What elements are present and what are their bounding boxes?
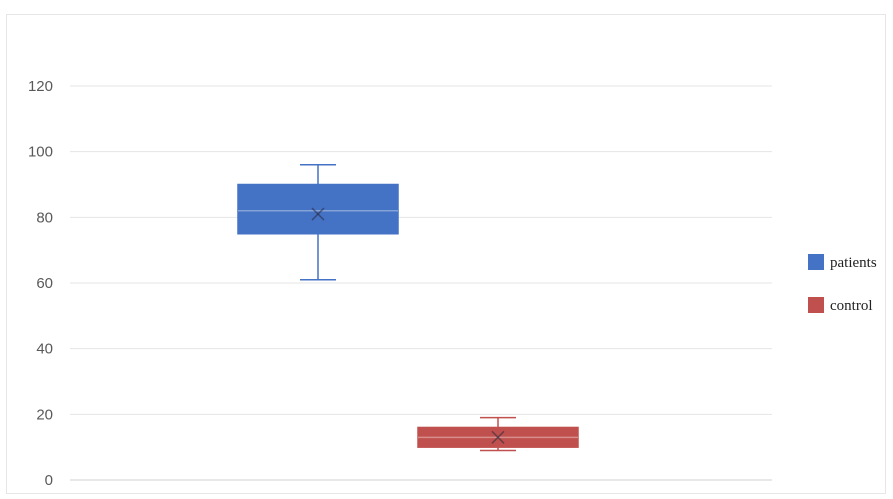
- y-axis-tick-labels: 0 20 40 60 80 100 120: [28, 78, 53, 489]
- legend-item-control: control: [808, 297, 873, 314]
- legend-item-patients: patients: [808, 254, 877, 271]
- mean-marker-b: [311, 207, 325, 221]
- mean-marker-b: [491, 430, 505, 444]
- iqr-box: [237, 183, 399, 235]
- y-tick-label-40: 40: [36, 341, 53, 358]
- y-tick-label-20: 20: [36, 406, 53, 423]
- legend-label-control: control: [830, 298, 873, 314]
- boxes: [237, 164, 579, 452]
- y-tick-label-120: 120: [28, 78, 53, 95]
- box-control: [417, 416, 579, 452]
- y-tick-label-80: 80: [36, 209, 53, 226]
- gridlines: [70, 85, 772, 481]
- legend-swatch-patients: [808, 254, 824, 270]
- box-patients: [237, 164, 399, 281]
- legend: patients control: [808, 254, 877, 314]
- legend-label-patients: patients: [830, 255, 877, 271]
- legend-swatch-control: [808, 297, 824, 313]
- y-tick-label-60: 60: [36, 275, 53, 292]
- y-tick-label-100: 100: [28, 144, 53, 161]
- y-tick-label-0: 0: [45, 472, 53, 489]
